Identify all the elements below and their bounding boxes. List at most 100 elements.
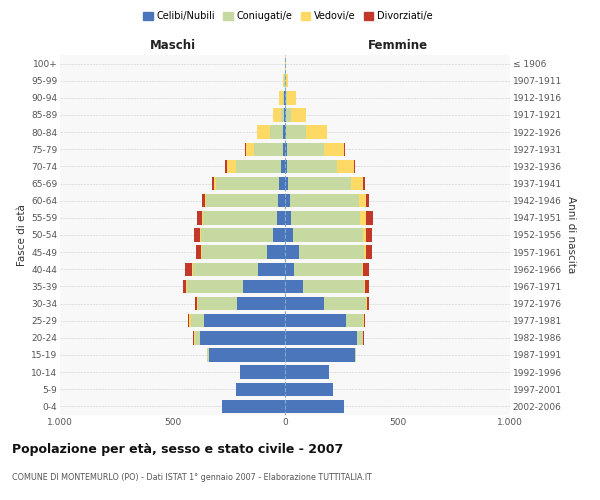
Bar [293,228,362,241]
Bar [195,297,197,310]
Bar [187,280,244,293]
Bar [283,74,284,88]
Bar [284,91,285,104]
Bar [286,108,290,122]
Bar [337,160,353,173]
Bar [245,142,254,156]
Bar [283,91,284,104]
Bar [285,366,329,379]
Bar [281,160,285,173]
Bar [307,126,326,139]
Bar [235,382,285,396]
Bar [355,348,356,362]
Bar [290,211,361,224]
Bar [204,314,285,328]
Bar [285,194,290,207]
Bar [195,331,199,344]
Bar [270,126,283,139]
Bar [285,160,287,173]
Bar [200,228,272,241]
Bar [193,262,258,276]
Bar [226,160,227,173]
Text: Popolazione per età, sesso e stato civile - 2007: Popolazione per età, sesso e stato civil… [12,442,343,456]
Bar [285,211,290,224]
Bar [240,366,285,379]
Bar [227,160,235,173]
Text: Femmine: Femmine [367,40,428,52]
Bar [285,142,287,156]
Bar [289,177,352,190]
Bar [286,126,307,139]
Bar [202,194,205,207]
Bar [366,246,371,259]
Bar [197,297,199,310]
Bar [357,331,362,344]
Bar [364,280,365,293]
Bar [362,177,365,190]
Bar [285,314,346,328]
Bar [200,246,202,259]
Bar [365,280,370,293]
Bar [222,400,285,413]
Bar [364,314,365,328]
Bar [285,331,357,344]
Bar [285,177,289,190]
Bar [324,142,344,156]
Bar [209,348,285,362]
Bar [257,126,270,139]
Bar [197,211,202,224]
Bar [299,246,364,259]
Bar [285,126,286,139]
Bar [186,280,187,293]
Bar [190,314,191,328]
Bar [287,160,337,173]
Bar [303,280,364,293]
Bar [199,331,285,344]
Bar [286,74,288,88]
Bar [236,297,285,310]
Bar [281,108,284,122]
Bar [366,228,371,241]
Bar [212,177,214,190]
Bar [185,262,191,276]
Bar [290,194,359,207]
Bar [364,246,366,259]
Bar [285,382,334,396]
Bar [280,177,285,190]
Bar [196,246,200,259]
Bar [254,142,283,156]
Bar [202,211,203,224]
Bar [286,91,287,104]
Bar [325,297,366,310]
Bar [285,262,294,276]
Bar [285,228,293,241]
Bar [285,91,286,104]
Bar [283,142,285,156]
Bar [285,246,299,259]
Bar [272,228,285,241]
Bar [346,314,362,328]
Bar [294,262,361,276]
Bar [258,262,285,276]
Bar [272,108,281,122]
Bar [188,314,190,328]
Bar [352,177,362,190]
Bar [359,194,366,207]
Bar [290,108,307,122]
Bar [362,262,370,276]
Legend: Celibi/Nubili, Coniugati/e, Vedovi/e, Divorziati/e: Celibi/Nubili, Coniugati/e, Vedovi/e, Di… [139,8,437,25]
Bar [206,194,278,207]
Bar [199,297,236,310]
Bar [285,280,303,293]
Bar [285,400,343,413]
Bar [285,297,325,310]
Bar [217,177,280,190]
Bar [285,348,355,362]
Bar [361,262,362,276]
Bar [202,246,267,259]
Bar [278,194,285,207]
Bar [287,91,296,104]
Bar [353,160,355,173]
Bar [366,297,367,310]
Bar [191,262,193,276]
